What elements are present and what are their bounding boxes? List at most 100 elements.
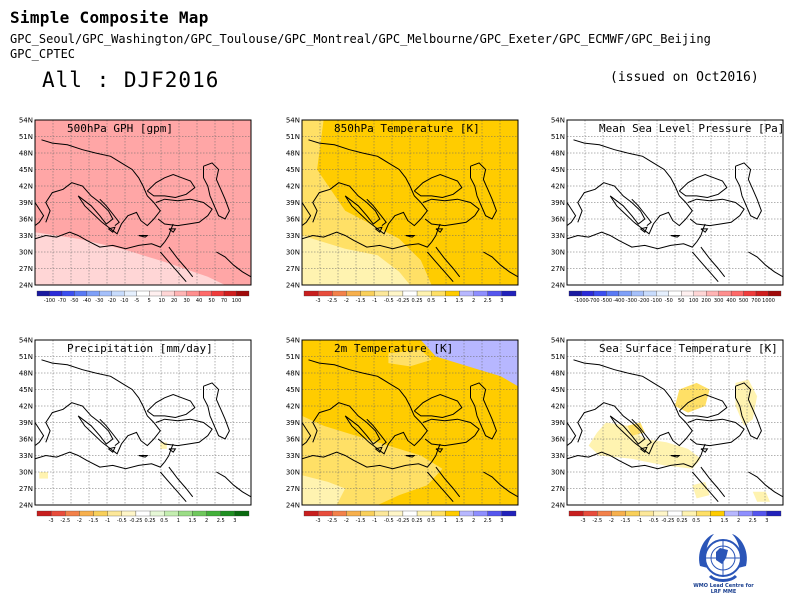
- coastline: [138, 235, 149, 238]
- coastline: [435, 246, 461, 278]
- coastline: [168, 448, 177, 453]
- colorbar-swatch: [388, 290, 404, 297]
- anomaly-shading: [692, 481, 710, 499]
- coastline: [366, 198, 387, 226]
- latitude-label: 27N: [286, 265, 300, 273]
- latitude-label: 48N: [551, 370, 565, 378]
- colorbar-swatch: [581, 290, 595, 297]
- colorbar-label: -50: [70, 298, 78, 304]
- coastline: [216, 251, 251, 278]
- latitude-label: 24N: [19, 282, 33, 290]
- colorbar-swatch: [639, 510, 654, 517]
- colorbar-label: -400: [613, 298, 624, 304]
- colorbar-label: 40: [196, 298, 202, 304]
- colorbar-swatch: [501, 290, 517, 297]
- colorbar-swatch: [223, 290, 237, 297]
- colorbar-label: -50: [665, 298, 673, 304]
- colorbar-label: -0.25: [661, 518, 674, 524]
- colorbar-label: -0.5: [649, 518, 659, 524]
- coastline: [216, 471, 251, 498]
- colorbar-label: 2: [472, 298, 475, 304]
- colorbar-swatch: [220, 510, 236, 517]
- coastline: [422, 418, 480, 447]
- coastline: [748, 471, 783, 498]
- colorbar-label: -0.5: [117, 518, 127, 524]
- colorbar-swatch: [459, 290, 474, 297]
- latitude-label: 39N: [551, 199, 565, 207]
- colorbar-label: 200: [701, 298, 711, 304]
- colorbar-label: 3: [500, 518, 503, 524]
- coastline: [687, 418, 745, 447]
- coastline: [146, 393, 196, 419]
- panel-sea-surface-temperature: Sea Surface Temperature [K] 54N 51N 48N 45N 4…: [547, 332, 800, 527]
- colorbar-swatch: [374, 290, 389, 297]
- colorbar-swatch: [74, 290, 88, 297]
- colorbar-label: -30: [95, 298, 103, 304]
- colorbar-swatch: [766, 510, 782, 517]
- latitude-label: 27N: [551, 485, 565, 493]
- coastline: [735, 162, 762, 220]
- coastline: [678, 393, 728, 419]
- latitude-label: 39N: [551, 419, 565, 427]
- coastline: [573, 359, 693, 455]
- colorbar-label: 2.5: [217, 518, 225, 524]
- colorbar-label: 3: [765, 518, 768, 524]
- panel-title: Sea Surface Temperature [K]: [599, 342, 778, 355]
- latitude-label: 36N: [551, 216, 565, 224]
- colorbar-swatch: [668, 290, 682, 297]
- colorbar-label: 1.5: [720, 518, 728, 524]
- colorbar-label: 0.25: [144, 518, 155, 524]
- colorbar-swatch: [445, 290, 460, 297]
- anomaly-shading: [39, 472, 48, 479]
- colorbar-label: -3: [581, 518, 586, 524]
- model-list-line-2: GPC_CPTEC: [10, 47, 76, 61]
- colorbar-label: 400: [726, 298, 736, 304]
- latitude-label: 45N: [551, 386, 565, 394]
- coastline: [413, 173, 463, 199]
- colorbar-swatch: [388, 510, 404, 517]
- coastline: [164, 443, 174, 463]
- panel-precipitation: Precipitation [mm/day] 54N 51N 48N 45N 42N 39N…: [15, 332, 270, 527]
- map-canvas: Sea Surface Temperature [K] 54N 51N 48N 45N 4…: [551, 337, 784, 524]
- colorbar-swatch: [136, 290, 150, 297]
- colorbar-label: -1: [372, 518, 377, 524]
- latitude-label: 30N: [286, 469, 300, 477]
- colorbar-label: -2: [609, 518, 614, 524]
- latitude-label: 33N: [551, 232, 565, 240]
- anomaly-shading: [302, 415, 443, 505]
- latitude-label: 30N: [19, 469, 33, 477]
- map-canvas: 850hPa Temperature [K] 54N 51N 48N 45N 42N 39N…: [286, 117, 519, 304]
- latitude-label: 51N: [286, 133, 300, 141]
- colorbar-label: -300: [626, 298, 637, 304]
- logo-caption: WMO Lead Centre for LRF MME: [676, 583, 771, 595]
- colorbar-swatch: [164, 510, 179, 517]
- latitude-label: 36N: [286, 216, 300, 224]
- colorbar-swatch: [61, 290, 75, 297]
- colorbar-label: -1.5: [356, 298, 366, 304]
- colorbar-label: 300: [714, 298, 724, 304]
- colorbar-swatch: [149, 510, 165, 517]
- colorbar-swatch: [656, 290, 669, 297]
- latitude-label: 33N: [19, 232, 33, 240]
- colorbar-swatch: [718, 290, 732, 297]
- latitude-label: 42N: [551, 183, 565, 191]
- colorbar-swatch: [431, 510, 446, 517]
- colorbar-swatch: [186, 290, 200, 297]
- colorbar-swatch: [303, 290, 319, 297]
- coastline: [108, 226, 116, 233]
- anomaly-shading: [302, 475, 346, 505]
- colorbar-label: -1: [637, 518, 642, 524]
- coastline: [700, 448, 709, 453]
- coastline: [366, 418, 387, 446]
- latitude-label: 42N: [286, 183, 300, 191]
- map-title: Simple Composite Map: [10, 8, 209, 27]
- colorbar-swatch: [317, 510, 333, 517]
- colorbar-swatch: [374, 510, 389, 517]
- colorbar-label: 0.5: [692, 518, 700, 524]
- coastline: [435, 466, 461, 498]
- colorbar-label: 3: [233, 518, 236, 524]
- colorbar-swatch: [303, 510, 319, 517]
- colorbar-label: 1: [177, 518, 180, 524]
- colorbar-swatch: [211, 290, 225, 297]
- coastline: [168, 228, 177, 233]
